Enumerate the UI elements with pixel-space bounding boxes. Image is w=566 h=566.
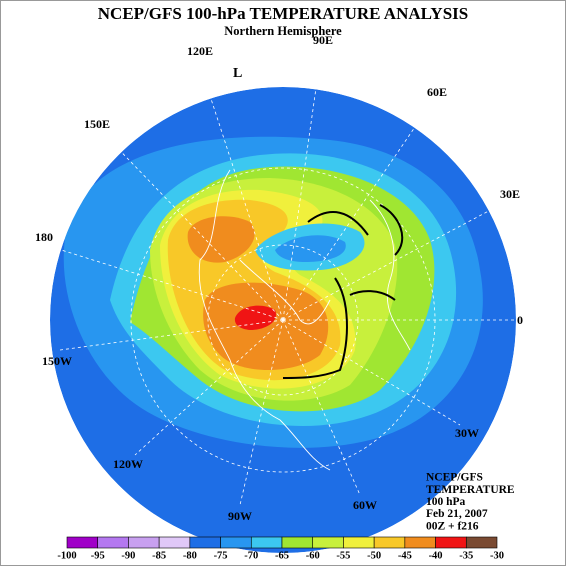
color-swatch <box>97 536 129 549</box>
coastlines <box>198 169 411 471</box>
band <box>275 235 346 262</box>
longitude-labels: 90E 120E 60E 150E 30E 180 0 150W 30W 120W 60W 90W <box>35 33 523 523</box>
longitude-label: 60E <box>427 85 447 99</box>
colorbar-label: -45 <box>398 550 412 561</box>
longitude-label: 30W <box>455 426 479 440</box>
color-swatch <box>373 536 406 549</box>
colorbar-label: -55 <box>336 550 350 561</box>
map <box>50 87 516 553</box>
graticule <box>54 87 515 506</box>
colorbar-label: -60 <box>306 550 320 561</box>
color-swatch <box>220 536 252 549</box>
info-line: TEMPERATURE <box>426 484 515 496</box>
longitude-label: 90E <box>313 33 333 47</box>
color-swatch <box>312 536 344 549</box>
color-swatch <box>435 536 467 549</box>
info-line: 100 hPa <box>426 496 466 508</box>
color-swatch <box>404 536 436 549</box>
colorbar-label: -70 <box>244 550 258 561</box>
color-swatch <box>128 536 160 549</box>
info-line: 00Z + f216 <box>426 520 479 532</box>
longitude-label: 90W <box>228 509 252 523</box>
longitude-label: 60W <box>353 498 377 512</box>
longitude-label: 120W <box>113 457 143 471</box>
colorbar-label: -95 <box>91 550 105 561</box>
colorbar-label: -80 <box>183 550 197 561</box>
colorbar-label: -75 <box>214 550 228 561</box>
color-swatch <box>281 536 314 549</box>
color-swatch <box>465 536 498 549</box>
title: NCEP/GFS 100-hPa TEMPERATURE ANALYSIS <box>98 4 468 23</box>
longitude-label: 150E <box>84 117 110 131</box>
colorbar: -100 -95 -90 -85 -80 -75 -70 -65 -60 -55 -50 -45 -40… <box>57 536 504 561</box>
colorbar-label: -100 <box>57 550 76 561</box>
longitude-label: 120E <box>187 44 213 58</box>
info-line: NCEP/GFS <box>426 472 483 484</box>
colorbar-label: -90 <box>121 550 135 561</box>
colorbar-label: -65 <box>275 550 289 561</box>
colorbar-label: -30 <box>490 550 504 561</box>
longitude-label: 150W <box>42 354 72 368</box>
color-swatch <box>250 536 283 549</box>
longitude-label: 0 <box>517 313 523 327</box>
band <box>234 305 276 330</box>
colorbar-label: -50 <box>367 550 381 561</box>
colorbar-label: -85 <box>152 550 166 561</box>
color-swatch <box>189 536 221 549</box>
color-swatch <box>343 536 375 549</box>
colorbar-label: -40 <box>429 550 443 561</box>
info-line: Feb 21, 2007 <box>426 508 488 520</box>
longitude-label: 180 <box>35 230 53 244</box>
jet-arrows <box>282 204 404 379</box>
low-label: L <box>233 66 242 81</box>
colorbar-label: -35 <box>459 550 473 561</box>
color-swatch <box>158 536 191 549</box>
color-swatch <box>66 536 99 549</box>
longitude-label: 30E <box>500 187 520 201</box>
band <box>187 216 255 263</box>
subtitle: Northern Hemisphere <box>224 24 342 38</box>
